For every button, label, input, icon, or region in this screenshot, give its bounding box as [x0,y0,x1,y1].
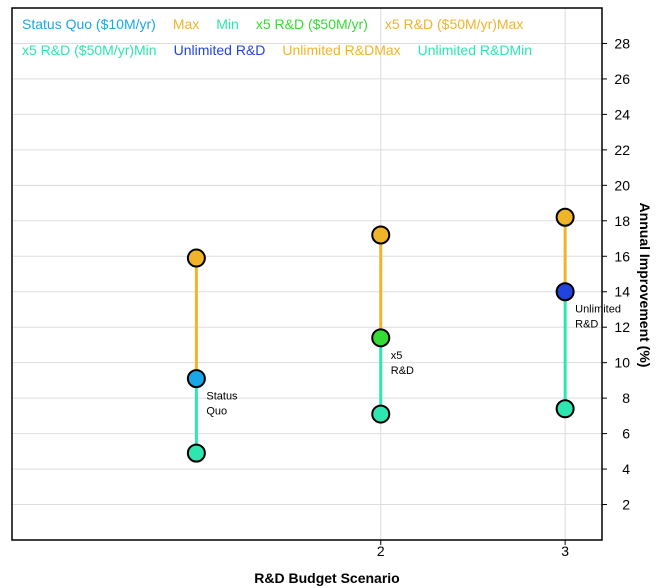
y-tick-label: 4 [622,461,630,477]
x-tick-label: 3 [561,543,569,559]
range-lines [194,217,567,454]
min-point [371,404,391,424]
y-tick-label: 20 [614,177,630,193]
y-tick-label: 16 [614,248,630,264]
point-label: Unlimited [575,304,621,316]
y-axis-title: Annual Improvement (%) [637,203,653,368]
grid [12,7,602,540]
y-tick-label: 10 [614,355,630,371]
y-tick-label: 6 [622,426,630,442]
y-tick-label: 8 [622,390,630,406]
data-points [186,207,575,463]
point-label: Status [206,391,238,403]
y-tick-label: 14 [614,284,630,300]
mid-point [371,328,391,348]
plot-frame [11,7,603,541]
y-tick-label: 2 [622,497,630,513]
legend-entry: x5 R&D ($50M/yr)Max [385,16,523,32]
legend-entry: x5 R&D ($50M/yr) [256,16,368,32]
legend-entry: Unlimited R&DMax [282,42,400,58]
point-label: R&D [575,319,598,331]
legend-entry: Status Quo ($10M/yr) [22,16,156,32]
point-label: R&D [391,365,414,377]
y-tick-label: 12 [614,319,630,335]
point-label: x5 [391,350,403,362]
mid-point [186,369,206,389]
max-point [555,207,575,227]
legend-entry: Unlimited R&D [174,42,266,58]
max-point [186,248,206,268]
min-point [555,399,575,419]
y-tick-label: 22 [614,142,630,158]
x-axis-title: R&D Budget Scenario [254,570,399,586]
legend-entry: Max [173,16,199,32]
min-point [186,443,206,463]
legend-entry: Unlimited R&DMin [418,42,532,58]
point-label: Quo [206,406,227,418]
legend: Status Quo ($10M/yr) Max Min x5 R&D ($50M/y… [22,16,532,58]
x-tick-label: 2 [377,543,385,559]
legend-entry: Min [216,16,239,32]
max-point [371,225,391,245]
y-tick-label: 28 [614,35,630,51]
point-labels: Status Quo x5 R&D Unlimited R&D [206,304,621,418]
legend-entry: x5 R&D ($50M/yr)Min [22,42,157,58]
mid-point [555,282,575,302]
y-tick-label: 26 [614,71,630,87]
y-tick-label: 24 [614,106,630,122]
y-tick-label: 18 [614,213,630,229]
